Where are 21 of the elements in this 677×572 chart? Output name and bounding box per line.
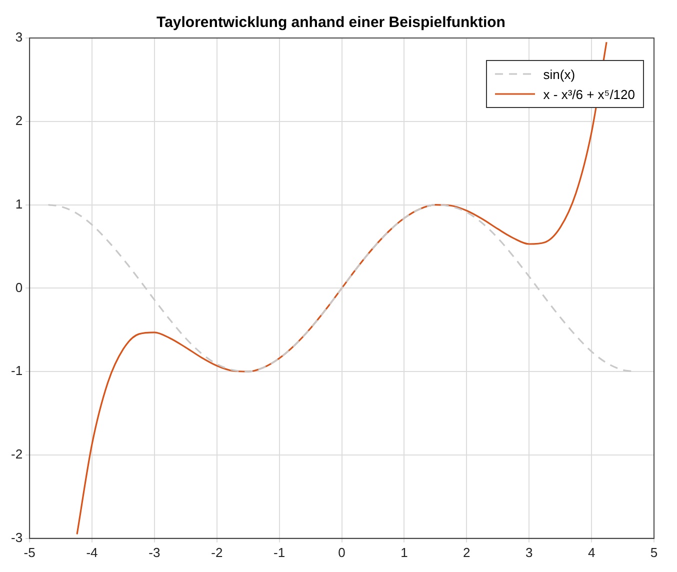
legend-label: x - x³/6 + x⁵/120 [543, 86, 635, 102]
legend-label: sin(x) [543, 66, 576, 82]
y-tick-label: 2 [15, 112, 23, 128]
x-tick-label: -2 [211, 544, 223, 560]
y-tick-label: -1 [10, 363, 23, 378]
y-tick-label: 1 [15, 196, 23, 212]
y-tick-label: -3 [10, 530, 23, 545]
x-tick-label: 2 [463, 544, 470, 560]
x-tick-label: -5 [24, 544, 36, 560]
x-tick-label: 5 [650, 544, 658, 560]
chart-title: Taylorentwicklung anhand einer Beispielfunktion [156, 14, 506, 32]
x-tick-label: -1 [274, 544, 286, 560]
x-tick-label: 0 [338, 544, 346, 560]
y-tick-label: 0 [15, 280, 23, 295]
x-tick-label: -3 [148, 544, 160, 560]
x-tick-label: -4 [86, 544, 98, 560]
x-tick-label: 1 [400, 544, 408, 560]
y-tick-label: -2 [10, 446, 23, 462]
x-tick-label: 3 [525, 544, 533, 560]
x-tick-label: 4 [588, 544, 596, 560]
y-tick-label: 3 [15, 30, 23, 45]
